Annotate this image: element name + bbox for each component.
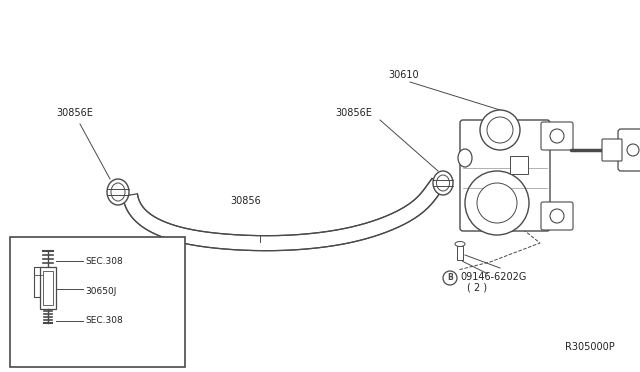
Text: 30610: 30610	[388, 70, 419, 80]
Circle shape	[550, 209, 564, 223]
Circle shape	[480, 110, 520, 150]
Bar	[34, 267, 42, 297]
Ellipse shape	[111, 183, 125, 201]
Circle shape	[477, 183, 517, 223]
Text: R305000P: R305000P	[565, 342, 615, 352]
FancyBboxPatch shape	[541, 202, 573, 230]
Ellipse shape	[433, 171, 453, 195]
Text: 30650J: 30650J	[85, 287, 116, 296]
Text: 09146-6202G: 09146-6202G	[460, 272, 526, 282]
Ellipse shape	[455, 241, 465, 247]
Text: ( 2 ): ( 2 )	[467, 282, 487, 292]
Ellipse shape	[436, 175, 449, 191]
Bar	[43, 271, 53, 305]
Text: 30856E: 30856E	[56, 108, 93, 118]
FancyBboxPatch shape	[618, 129, 640, 171]
Polygon shape	[123, 179, 444, 251]
Circle shape	[627, 144, 639, 156]
FancyBboxPatch shape	[460, 120, 550, 231]
Text: SEC.308: SEC.308	[85, 316, 123, 325]
Circle shape	[465, 171, 529, 235]
Text: SEC.308: SEC.308	[85, 257, 123, 266]
Bar	[10, 237, 185, 367]
Ellipse shape	[458, 149, 472, 167]
Bar	[457, 246, 463, 260]
FancyBboxPatch shape	[541, 122, 573, 150]
Bar	[510, 156, 528, 174]
Bar	[40, 267, 56, 309]
Text: 30856: 30856	[230, 196, 260, 206]
Circle shape	[443, 271, 457, 285]
Text: B: B	[447, 273, 453, 282]
Circle shape	[550, 129, 564, 143]
FancyBboxPatch shape	[602, 139, 622, 161]
Circle shape	[487, 117, 513, 143]
Text: 30856E: 30856E	[335, 108, 372, 118]
Ellipse shape	[107, 179, 129, 205]
